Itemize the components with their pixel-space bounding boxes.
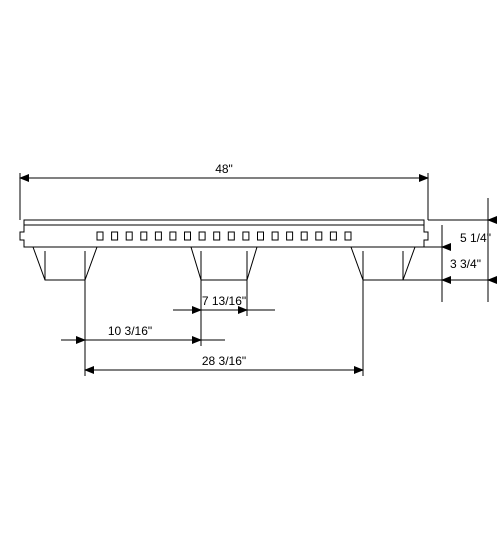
deck-tab <box>214 232 220 240</box>
deck-tab <box>112 232 118 240</box>
deck-tab <box>199 232 205 240</box>
deck-tab <box>155 232 161 240</box>
dim-overall-width: 48" <box>20 162 428 220</box>
deck-tab <box>330 232 336 240</box>
dim-overall-width-label: 48" <box>215 162 233 176</box>
deck-tab <box>272 232 278 240</box>
dim-overall-height-label: 5 1/4" <box>460 231 491 245</box>
deck-tab <box>126 232 132 240</box>
deck-tab <box>228 232 234 240</box>
dim-left-gap: 10 3/16" <box>61 316 225 346</box>
dim-mid-foot-width: 7 13/16" <box>173 294 275 310</box>
dim-overall-height: 5 1/4" <box>460 198 491 302</box>
deck-tab <box>141 232 147 240</box>
deck-tab <box>345 232 351 240</box>
deck-tab <box>258 232 264 240</box>
dim-left-gap-label: 10 3/16" <box>108 324 152 338</box>
deck-tab <box>316 232 322 240</box>
dim-foot-height-label: 3 3/4" <box>450 257 481 271</box>
deck-tab <box>185 232 191 240</box>
dim-bottom-span: 28 3/16" <box>85 354 363 370</box>
pallet-side-view <box>20 220 428 280</box>
dim-bottom-span-label: 28 3/16" <box>202 354 246 368</box>
foot-right <box>351 247 415 280</box>
dim-mid-foot-width-label: 7 13/16" <box>202 294 246 308</box>
deck-tab <box>301 232 307 240</box>
deck-tab <box>97 232 103 240</box>
deck-tab <box>287 232 293 240</box>
pallet-dimension-drawing: 48" 3 3/4" 5 1/4" <box>0 0 500 550</box>
deck-tab <box>243 232 249 240</box>
foot-left <box>33 247 97 280</box>
deck-tab <box>170 232 176 240</box>
